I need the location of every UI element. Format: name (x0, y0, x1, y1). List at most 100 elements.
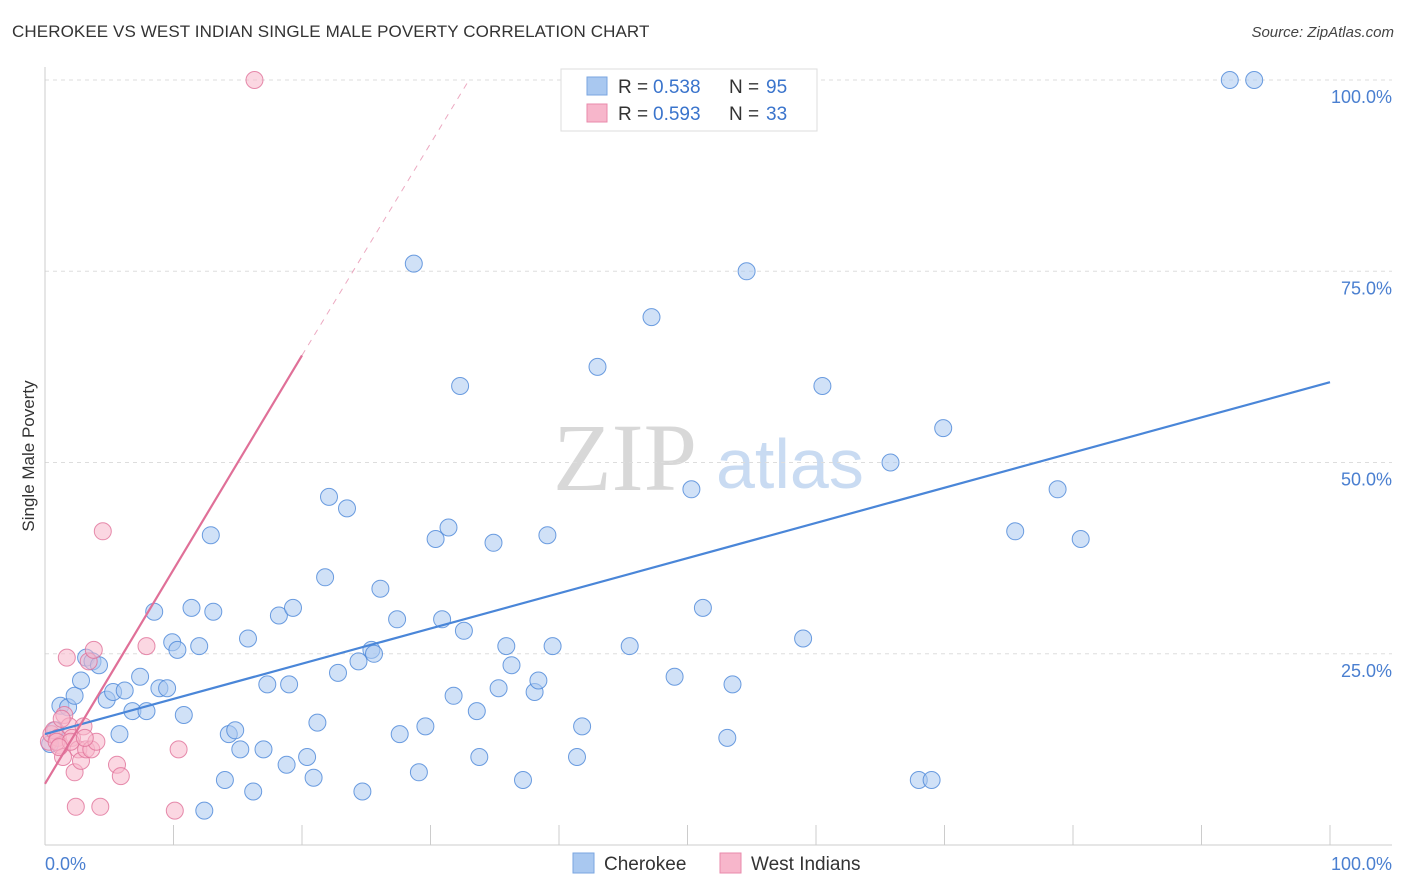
point-west-indians-26 (169, 740, 188, 759)
point-cherokee-44 (329, 663, 347, 682)
point-cherokee-22 (182, 598, 201, 617)
point-cherokee-46 (349, 652, 368, 671)
point-cherokee-50 (371, 579, 390, 598)
point-cherokee-89 (934, 419, 953, 438)
x-tick-label-max: 100.0% (1331, 854, 1392, 874)
point-cherokee-78 (665, 667, 684, 686)
point-cherokee-76 (620, 637, 639, 656)
point-cherokee-64 (484, 533, 503, 552)
legend-r-value-1: 0.538 (653, 77, 701, 98)
point-cherokee-24 (195, 801, 214, 820)
trend-line-extension-west-indians (301, 79, 470, 356)
point-cherokee-72 (543, 637, 562, 656)
point-cherokee-32 (244, 782, 263, 801)
y-axis-label: Single Male Poverty (19, 380, 38, 532)
chart-title: CHEROKEE VS WEST INDIAN SINGLE MALE POVE… (12, 22, 650, 41)
point-cherokee-86 (881, 453, 900, 472)
bottom-legend-swatch-west-indians (719, 852, 742, 874)
point-cherokee-18 (158, 679, 177, 698)
point-cherokee-26 (204, 602, 223, 621)
point-cherokee-35 (269, 606, 288, 625)
bottom-legend-label-cherokee: Cherokee (604, 854, 686, 875)
point-cherokee-74 (573, 717, 592, 736)
point-cherokee-30 (231, 740, 250, 759)
point-west-indians-20 (91, 797, 110, 816)
point-cherokee-49 (365, 644, 383, 663)
legend-n-value-1: 95 (766, 77, 787, 98)
point-cherokee-21 (174, 706, 193, 724)
point-cherokee-80 (693, 598, 712, 617)
point-cherokee-92 (1071, 530, 1090, 548)
point-cherokee-94 (1245, 71, 1264, 89)
point-cherokee-51 (388, 610, 407, 629)
point-cherokee-38 (284, 598, 302, 617)
legend-n-value-2: 33 (766, 104, 787, 125)
point-cherokee-62 (467, 702, 486, 721)
y-tick-labels: 25.0% 50.0% 75.0% 100.0% (1331, 87, 1392, 681)
legend-n-label-1: N = (729, 77, 759, 98)
point-cherokee-91 (1048, 480, 1067, 499)
point-west-indians-18 (84, 640, 103, 659)
grid (45, 79, 1392, 655)
point-cherokee-12 (115, 681, 134, 700)
point-cherokee-83 (737, 262, 756, 281)
y-tick-label-100: 100.0% (1331, 87, 1392, 107)
point-cherokee-70 (529, 671, 548, 690)
point-cherokee-25 (201, 526, 220, 545)
point-cherokee-56 (426, 530, 445, 548)
watermark-atlas: atlas (716, 425, 864, 503)
point-cherokee-93 (1220, 71, 1239, 89)
point-cherokee-29 (226, 721, 245, 740)
y-tick-label-75: 75.0% (1341, 278, 1392, 298)
point-cherokee-63 (470, 748, 489, 766)
point-cherokee-68 (514, 771, 532, 789)
bottom-legend-swatch-cherokee (572, 852, 595, 874)
bottom-legend-label-west-indians: West Indians (751, 854, 860, 875)
point-cherokee-41 (308, 713, 327, 732)
point-cherokee-42 (316, 568, 335, 587)
point-cherokee-65 (489, 679, 508, 698)
watermark: ZIP atlas (553, 404, 864, 511)
legend-n-label-2: N = (729, 104, 759, 125)
point-cherokee-39 (298, 748, 317, 766)
point-cherokee-40 (304, 768, 323, 787)
point-west-indians-31 (75, 728, 94, 747)
point-cherokee-37 (280, 675, 299, 694)
point-cherokee-54 (409, 763, 428, 782)
point-west-indians-23 (111, 767, 130, 786)
point-west-indians-29 (52, 709, 71, 728)
point-cherokee-11 (110, 725, 129, 744)
series-layer (39, 71, 1331, 820)
point-cherokee-82 (723, 675, 742, 694)
trend-line-cherokee (44, 381, 1331, 736)
point-cherokee-47 (353, 782, 372, 801)
series-west-indians (39, 71, 264, 820)
point-west-indians-24 (137, 637, 156, 656)
point-cherokee-34 (258, 675, 277, 694)
point-cherokee-36 (277, 755, 296, 774)
point-cherokee-79 (682, 480, 701, 499)
legend-swatch-west-indians (586, 103, 608, 123)
y-tick-label-50: 50.0% (1341, 470, 1392, 490)
point-cherokee-73 (568, 748, 586, 766)
source-credit: Source: ZipAtlas.com (1251, 24, 1394, 41)
point-cherokee-55 (416, 717, 435, 736)
x-tick-label-min: 0.0% (45, 854, 86, 874)
point-cherokee-23 (190, 637, 209, 656)
y-tick-label-25: 25.0% (1341, 661, 1392, 681)
point-cherokee-71 (538, 526, 557, 545)
point-cherokee-58 (439, 518, 458, 537)
point-west-indians-21 (93, 522, 112, 541)
point-cherokee-85 (813, 377, 832, 395)
point-cherokee-14 (131, 667, 150, 686)
x-axis-ticks (173, 825, 1331, 845)
point-cherokee-59 (444, 686, 463, 705)
legend-swatch-cherokee (586, 76, 608, 96)
point-cherokee-43 (320, 487, 338, 506)
point-west-indians-25 (165, 801, 184, 820)
point-west-indians-7 (57, 648, 76, 667)
point-west-indians-27 (245, 71, 264, 89)
series-legend: Cherokee West Indians (572, 852, 860, 875)
legend-r-value-2: 0.593 (653, 104, 701, 125)
